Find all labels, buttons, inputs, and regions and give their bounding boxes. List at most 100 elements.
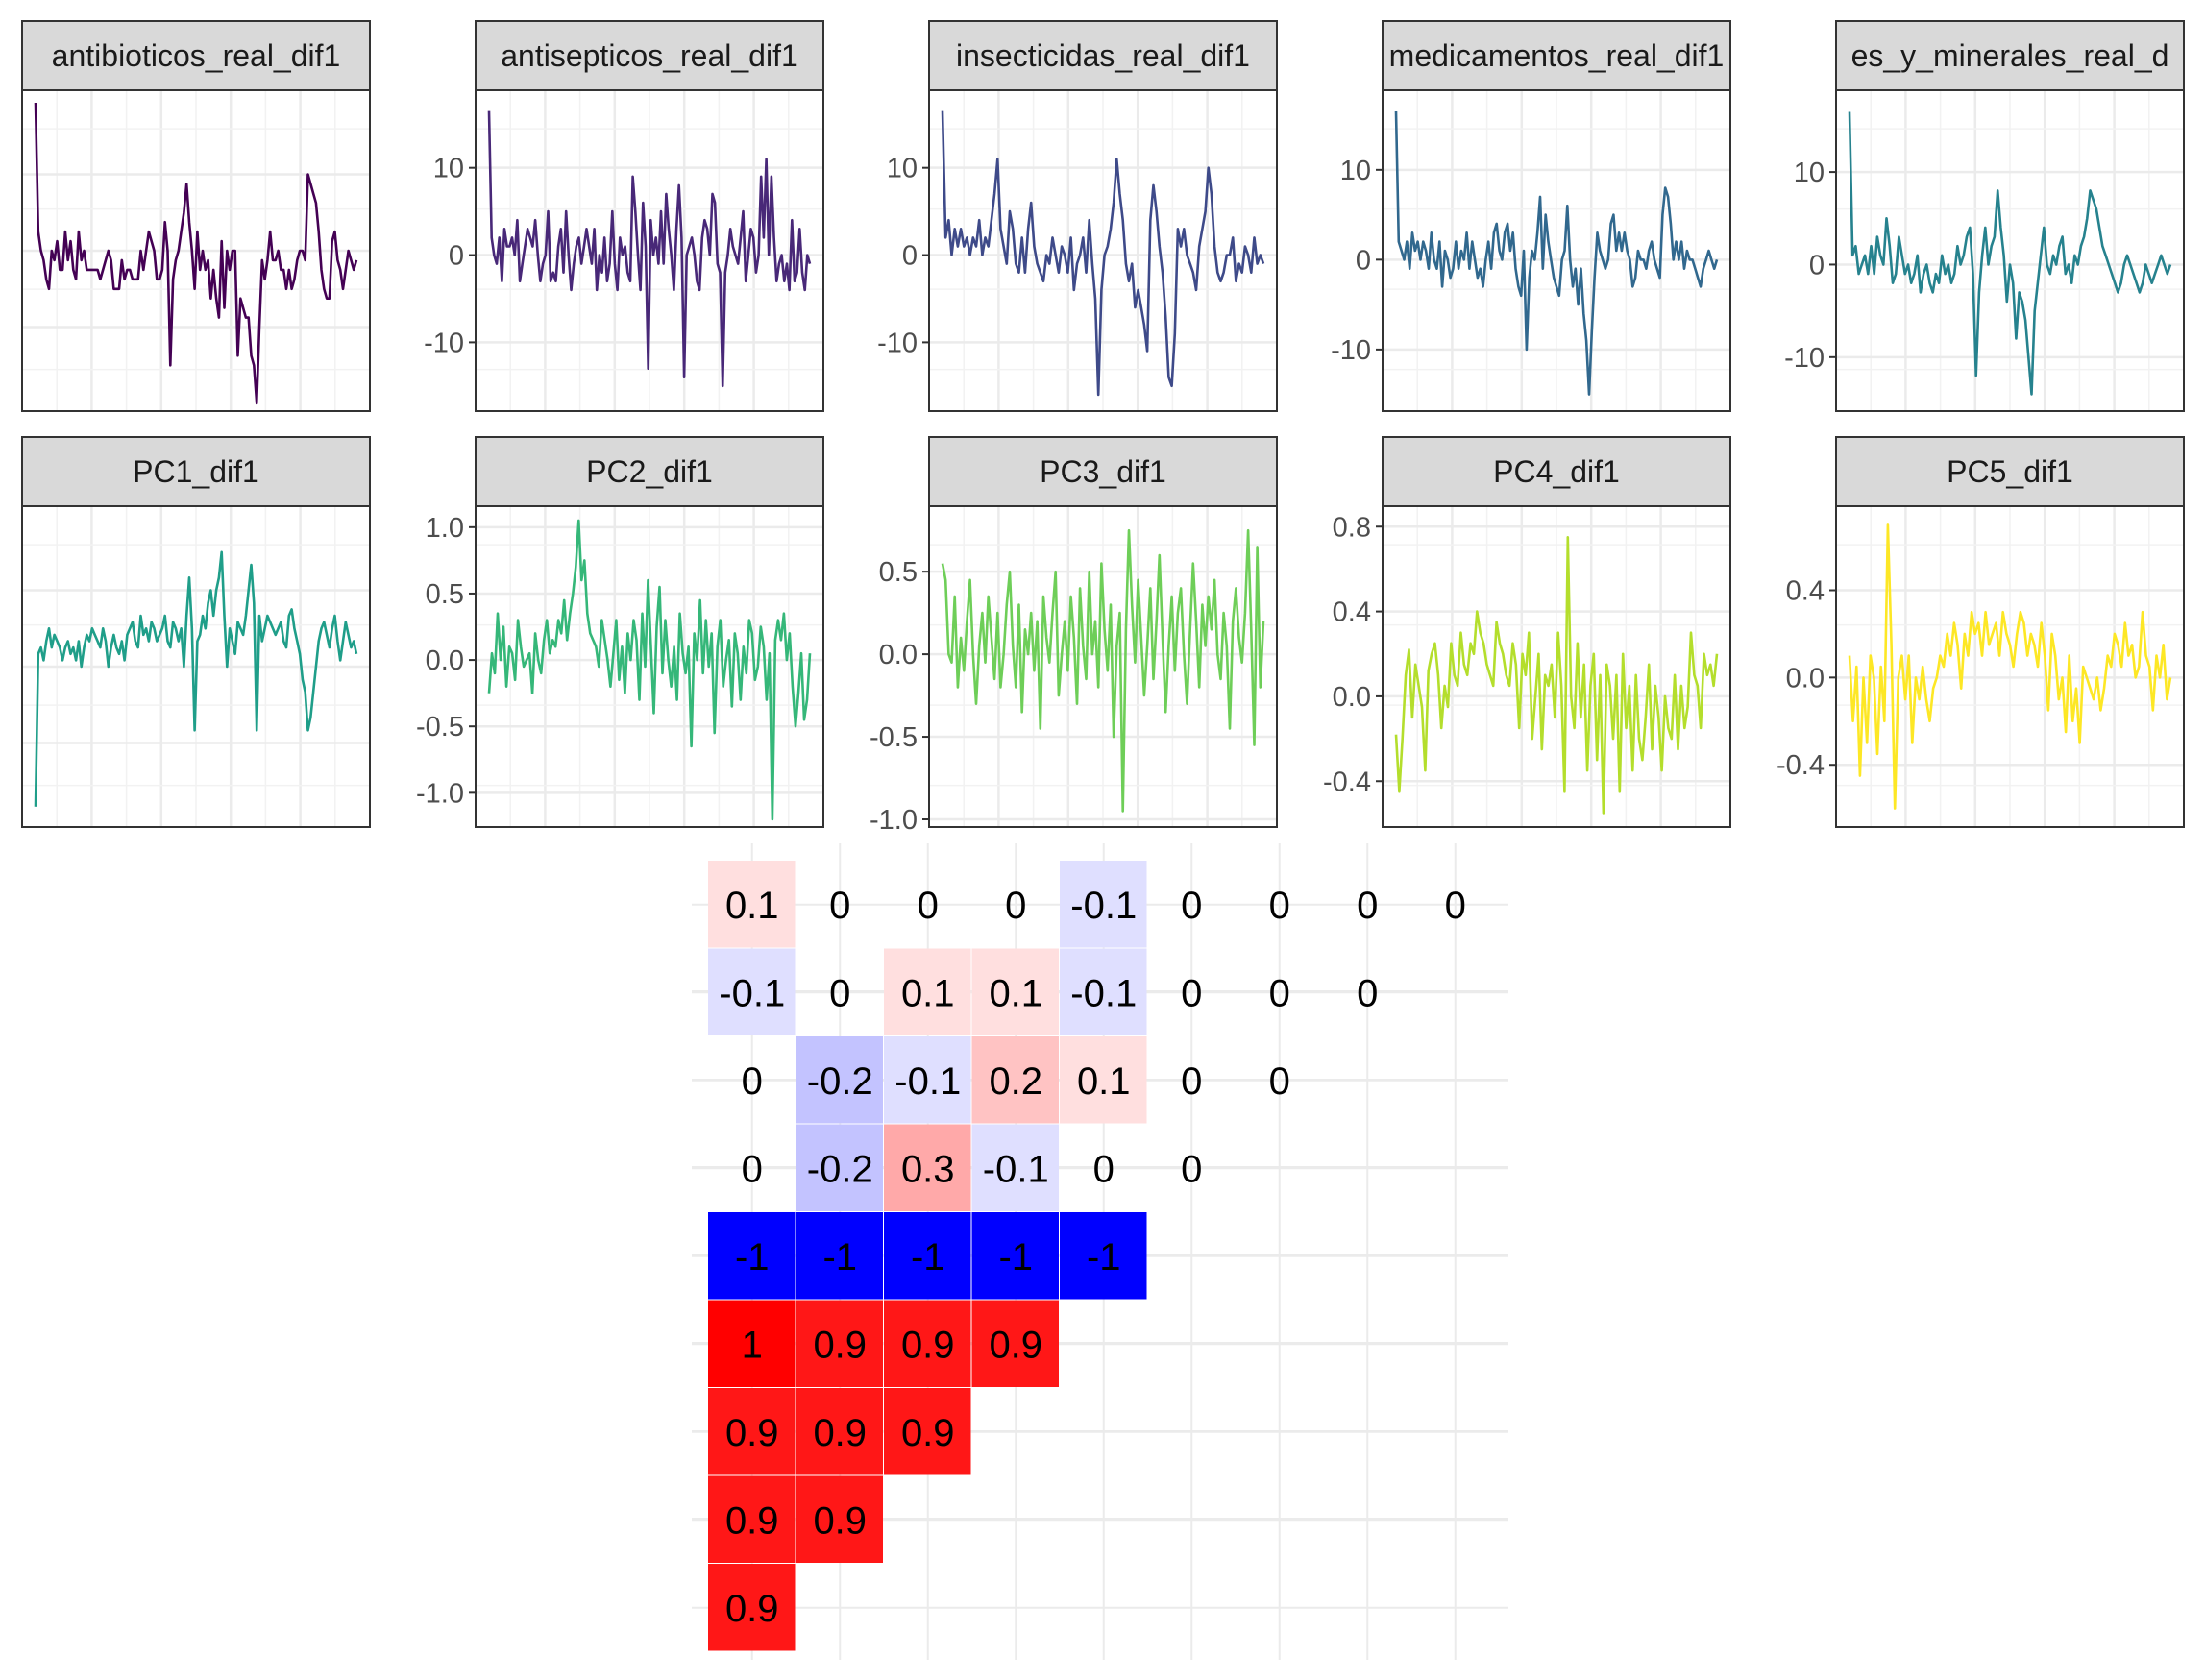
heatmap-cell (708, 861, 796, 948)
panel-border (475, 89, 824, 412)
strip-background (1835, 20, 2185, 91)
heatmap-cell (1060, 1036, 1147, 1124)
heatmap-cell (971, 1124, 1059, 1211)
heatmap-cell-label: 0 (1005, 885, 1026, 927)
heatmap-cell-label: 0 (1357, 972, 1378, 1014)
y-tick-label: 10 (1794, 158, 1825, 188)
heatmap-cell (796, 1124, 883, 1211)
y-tick-label: 0 (449, 241, 464, 272)
y-tick-label: 10 (433, 154, 464, 184)
heatmap-cell (708, 1564, 796, 1651)
y-tick-label: -0.4 (1323, 767, 1371, 797)
heatmap-cell-label: -1 (911, 1236, 945, 1278)
y-tick-label: 0.0 (1786, 663, 1825, 694)
heatmap-cell-label: -0.2 (807, 1060, 873, 1103)
heatmap-cell (971, 1300, 1059, 1387)
heatmap-cell-label: -1 (735, 1236, 770, 1278)
y-tick-label: 0.8 (1333, 512, 1371, 543)
panel-border (1382, 89, 1731, 412)
heatmap-cell-label: 0 (1445, 885, 1466, 927)
strip-background (1382, 436, 1731, 507)
heatmap-cell-label: 0 (918, 885, 939, 927)
heatmap-cell-label: 0 (1093, 1148, 1115, 1190)
correlation-heatmap: 0.1 0 0 0 -0.1 0 0 0 0 -0.1 0 0.1 0.1 -0.1 0 0 0 0 -0.2 -0.… (692, 843, 1508, 1660)
y-tick-label: 0.5 (879, 557, 918, 588)
series-line (34, 102, 358, 405)
heatmap-cell-label: -1 (1087, 1236, 1121, 1278)
y-tick-label: -0.4 (1776, 750, 1825, 781)
heatmap-cell-label: -0.2 (807, 1148, 873, 1190)
y-tick-label: 0.4 (1333, 597, 1371, 628)
strip-background (475, 20, 824, 91)
strip-background (21, 20, 371, 91)
y-tick-label: 0 (902, 241, 918, 272)
heatmap-cell-label: -0.1 (1070, 885, 1137, 927)
strip-background (928, 20, 1278, 91)
y-tick-label: -0.5 (416, 712, 464, 743)
line-panel: PC2_dif1 1.0 0.5 0.0 -0.5 -1.0 (416, 436, 824, 828)
y-tick-label: 0 (1809, 250, 1825, 280)
strip-label: PC3_dif1 (1040, 454, 1166, 489)
strip-label: insecticidas_real_dif1 (956, 38, 1250, 73)
heatmap-cell-label: 0.9 (901, 1324, 955, 1366)
y-tick-label: 0.0 (879, 640, 918, 670)
heatmap-cell-label: 0 (1181, 1060, 1202, 1103)
heatmap-cell (884, 1388, 971, 1475)
heatmap-cell (1060, 948, 1147, 1035)
heatmap-cell-label: 0 (1181, 972, 1202, 1014)
heatmap-cell (796, 1475, 883, 1563)
heatmap-cell (708, 1300, 796, 1387)
strip-background (928, 436, 1278, 507)
heatmap-cell (708, 1212, 796, 1300)
strip-label: antibioticos_real_dif1 (52, 38, 341, 73)
strip-label: antisepticos_real_dif1 (501, 38, 798, 73)
line-panel: PC1_dif1 (21, 436, 371, 828)
heatmap-cell-label: 0 (1269, 972, 1290, 1014)
heatmap-cell-label: 0.9 (725, 1588, 779, 1630)
line-panel: es_y_minerales_real_d 10 0 -10 (1784, 20, 2185, 412)
heatmap-cell-label: 0.9 (813, 1324, 867, 1366)
y-tick-label: 0 (1356, 245, 1371, 276)
strip-label: PC1_dif1 (133, 454, 259, 489)
series-line (1394, 110, 1719, 396)
y-tick-label: 0.5 (426, 579, 464, 610)
heatmap-cell (708, 1475, 796, 1563)
heatmap-cell (796, 1300, 883, 1387)
heatmap-cell-label: 0.9 (989, 1324, 1042, 1366)
heatmap-cell-label: 1 (742, 1324, 763, 1366)
strip-label: PC4_dif1 (1493, 454, 1620, 489)
panel-border (21, 505, 371, 828)
y-tick-label: -1.0 (416, 778, 464, 809)
heatmap-cell (796, 1036, 883, 1124)
heatmap-cell (971, 1212, 1059, 1300)
heatmap-cell-label: 0.9 (813, 1499, 867, 1542)
y-tick-label: 0.0 (1333, 682, 1371, 713)
heatmap-cell (884, 1036, 971, 1124)
heatmap-cell-label: 0 (1269, 885, 1290, 927)
series-line (1848, 111, 2172, 396)
series-line (487, 110, 812, 388)
heatmap-cell-label: 0.3 (901, 1148, 955, 1190)
strip-background (475, 436, 824, 507)
series-line (941, 110, 1265, 397)
line-panel: medicamentos_real_dif1 10 0 -10 (1331, 20, 1731, 412)
heatmap-cell-label: 0.9 (901, 1412, 955, 1454)
heatmap-cell (796, 1212, 883, 1300)
strip-background (1382, 20, 1731, 91)
series-line (1848, 523, 2172, 810)
heatmap-cell-label: 0.2 (989, 1060, 1042, 1103)
panel-border (21, 89, 371, 412)
heatmap-cell-label: 0.1 (901, 972, 955, 1014)
y-tick-label: -10 (877, 328, 918, 358)
heatmap-cell (971, 948, 1059, 1035)
series-line (487, 519, 812, 821)
heatmap-cell (708, 948, 796, 1035)
heatmap-cell (796, 1388, 883, 1475)
heatmap-cell-label: 0 (742, 1060, 763, 1103)
strip-label: medicamentos_real_dif1 (1389, 38, 1725, 73)
line-panels: antibioticos_real_dif1 antisepticos_real_… (21, 20, 2185, 836)
series-line (941, 528, 1265, 813)
heatmap-cell-label: 0.1 (989, 972, 1042, 1014)
heatmap-cell-label: 0 (829, 885, 850, 927)
